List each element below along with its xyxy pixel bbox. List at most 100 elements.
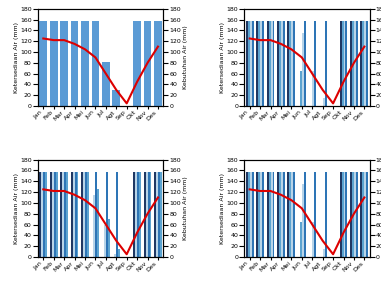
Bar bbox=[52, 171, 54, 257]
Bar bbox=[146, 171, 147, 257]
Bar bbox=[346, 171, 347, 257]
Bar bbox=[135, 171, 137, 257]
Bar bbox=[344, 171, 346, 257]
Bar bbox=[39, 21, 47, 106]
Bar bbox=[42, 171, 43, 257]
Bar bbox=[137, 171, 139, 257]
Bar bbox=[144, 21, 152, 106]
Bar bbox=[283, 171, 285, 257]
Bar bbox=[288, 21, 290, 106]
Bar bbox=[246, 21, 248, 106]
Bar bbox=[160, 171, 162, 257]
Bar bbox=[252, 171, 254, 257]
Bar bbox=[290, 21, 291, 106]
Bar bbox=[106, 171, 108, 257]
Bar bbox=[362, 171, 364, 257]
Bar bbox=[364, 21, 366, 106]
Bar bbox=[350, 21, 352, 106]
Bar bbox=[64, 171, 66, 257]
Bar bbox=[260, 21, 262, 106]
Bar bbox=[279, 21, 281, 106]
Bar bbox=[60, 21, 68, 106]
Bar bbox=[260, 171, 262, 257]
Bar bbox=[302, 33, 304, 106]
Bar bbox=[281, 171, 283, 257]
Bar bbox=[85, 171, 87, 257]
Bar bbox=[70, 21, 78, 106]
Bar bbox=[272, 171, 274, 257]
Bar bbox=[118, 249, 120, 257]
Bar bbox=[116, 171, 118, 257]
Bar bbox=[277, 21, 279, 106]
Bar bbox=[62, 171, 64, 257]
Bar bbox=[56, 171, 58, 257]
Bar bbox=[81, 21, 89, 106]
Bar bbox=[256, 21, 258, 106]
Bar bbox=[346, 21, 347, 106]
Bar bbox=[114, 254, 116, 257]
Bar bbox=[262, 21, 264, 106]
Bar bbox=[258, 171, 260, 257]
Bar bbox=[256, 171, 258, 257]
Bar bbox=[252, 21, 254, 106]
Bar bbox=[248, 21, 250, 106]
Bar bbox=[344, 21, 346, 106]
Bar bbox=[73, 171, 75, 257]
Bar bbox=[269, 171, 271, 257]
Y-axis label: Ketersediaan Air (mm): Ketersediaan Air (mm) bbox=[220, 173, 225, 244]
Bar bbox=[83, 171, 85, 257]
Bar bbox=[258, 21, 260, 106]
Bar bbox=[267, 21, 269, 106]
Bar bbox=[304, 171, 306, 257]
Bar bbox=[352, 171, 354, 257]
Bar bbox=[312, 71, 314, 106]
Bar bbox=[300, 71, 302, 106]
Bar bbox=[50, 171, 52, 257]
Bar bbox=[293, 21, 295, 106]
Bar bbox=[339, 171, 341, 257]
Bar bbox=[339, 21, 341, 106]
Bar bbox=[112, 90, 120, 106]
Bar bbox=[341, 171, 344, 257]
Bar bbox=[246, 171, 248, 257]
Bar bbox=[325, 21, 327, 106]
Bar bbox=[288, 171, 290, 257]
Bar bbox=[272, 21, 274, 106]
Bar bbox=[108, 219, 110, 257]
Bar bbox=[93, 195, 95, 257]
Bar bbox=[323, 249, 325, 257]
Bar bbox=[283, 21, 285, 106]
Bar bbox=[356, 171, 358, 257]
Bar bbox=[45, 171, 47, 257]
Bar bbox=[356, 21, 358, 106]
Legend: Aktual, ETc: Aktual, ETc bbox=[73, 163, 128, 173]
Bar bbox=[291, 171, 293, 257]
Bar bbox=[77, 171, 78, 257]
Bar bbox=[154, 171, 156, 257]
Bar bbox=[366, 21, 368, 106]
Bar bbox=[75, 171, 77, 257]
Bar bbox=[149, 171, 152, 257]
Y-axis label: Ketersediaan Air (mm): Ketersediaan Air (mm) bbox=[14, 173, 19, 244]
Bar bbox=[102, 62, 110, 106]
Bar bbox=[291, 21, 293, 106]
Y-axis label: Kebutuhan Air (mm): Kebutuhan Air (mm) bbox=[182, 176, 187, 240]
Bar bbox=[81, 171, 83, 257]
Bar bbox=[302, 184, 304, 257]
Bar bbox=[341, 21, 344, 106]
Bar bbox=[350, 171, 352, 257]
Bar bbox=[362, 21, 364, 106]
Bar bbox=[262, 171, 264, 257]
Bar bbox=[325, 171, 327, 257]
Bar bbox=[271, 21, 272, 106]
Bar bbox=[364, 171, 366, 257]
Bar bbox=[267, 171, 269, 257]
Bar bbox=[70, 171, 73, 257]
Bar bbox=[95, 171, 98, 257]
Bar bbox=[54, 171, 56, 257]
Bar bbox=[314, 21, 316, 106]
Bar bbox=[104, 225, 106, 257]
Bar bbox=[91, 21, 99, 106]
Bar bbox=[354, 171, 356, 257]
Bar bbox=[352, 21, 354, 106]
